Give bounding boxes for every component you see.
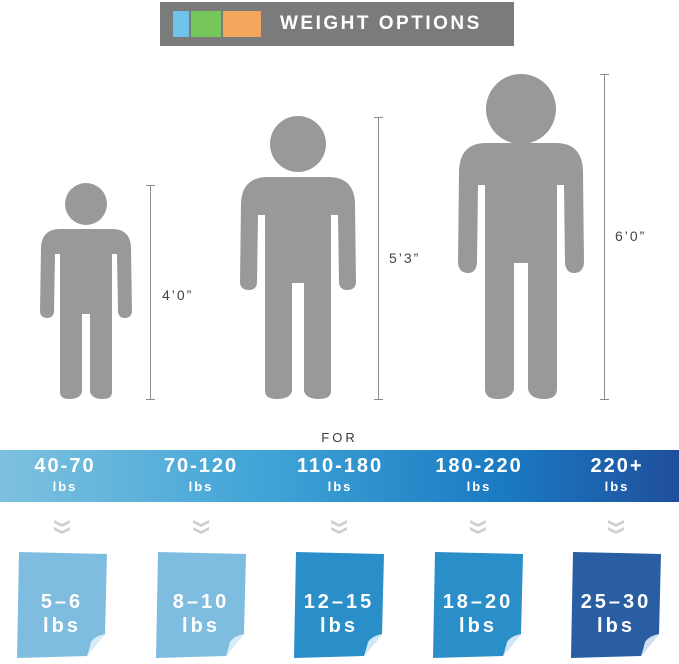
child-figure-icon: [40, 182, 132, 400]
for-label: FOR: [321, 430, 358, 445]
weight-range-band: [0, 450, 679, 502]
adult-height-label: 6’0”: [615, 228, 647, 244]
card-unit: lbs: [459, 615, 497, 637]
curled-card-icon: [294, 552, 384, 658]
range-value: 180-220: [435, 455, 523, 477]
range-180-220: 180-220 lbs: [414, 454, 544, 496]
orange-swatch: [223, 11, 261, 37]
card-value: 12–15: [303, 591, 375, 613]
range-unit: lbs: [327, 479, 353, 494]
weight-card: 25–30 lbs: [569, 550, 663, 660]
child-height-top-tick: [146, 185, 155, 186]
title-bar: [160, 2, 514, 46]
range-40-70: 40-70 lbs: [0, 454, 130, 496]
card-value: 18–20: [442, 591, 514, 613]
child-height-bottom-tick: [146, 399, 155, 400]
range-unit: lbs: [52, 479, 78, 494]
range-unit: lbs: [604, 479, 630, 494]
chevron-down-icon: [467, 519, 489, 540]
adult-height-bottom-tick: [600, 399, 609, 400]
teen-figure-icon: [240, 115, 356, 400]
curled-card-icon: [571, 552, 661, 658]
curled-card-icon: [433, 552, 523, 658]
green-swatch: [191, 11, 221, 37]
weight-card: 8–10 lbs: [154, 550, 248, 660]
card-unit: lbs: [43, 615, 81, 637]
card-unit: lbs: [597, 615, 635, 637]
child-height-line: [150, 185, 151, 400]
curled-card-icon: [17, 552, 107, 658]
teen-height-bottom-tick: [374, 399, 383, 400]
chevron-down-icon: [190, 519, 212, 540]
teen-height-line: [378, 117, 379, 400]
blue-swatch: [173, 11, 189, 37]
chevron-down-icon: [328, 519, 350, 540]
weight-card: 12–15 lbs: [292, 550, 386, 660]
teen-height-top-tick: [374, 117, 383, 118]
page-title: WEIGHT OPTIONS: [280, 13, 482, 34]
card-value: 8–10: [172, 591, 230, 613]
adult-figure-icon: [458, 73, 584, 400]
range-70-120: 70-120 lbs: [136, 454, 266, 496]
teen-height-label: 5’3”: [389, 250, 421, 266]
range-unit: lbs: [466, 479, 492, 494]
card-value: 25–30: [580, 591, 652, 613]
child-height-label: 4’0”: [162, 287, 194, 303]
card-value: 5–6: [40, 591, 84, 613]
range-value: 220+: [590, 455, 644, 477]
chevron-down-icon: [605, 519, 627, 540]
card-unit: lbs: [182, 615, 220, 637]
chevron-down-icon: [51, 519, 73, 540]
weight-card: 18–20 lbs: [431, 550, 525, 660]
range-value: 70-120: [163, 455, 239, 477]
range-value: 110-180: [296, 455, 384, 477]
range-unit: lbs: [188, 479, 214, 494]
range-value: 40-70: [34, 455, 96, 477]
range-220-plus: 220+ lbs: [552, 454, 679, 496]
curled-card-icon: [156, 552, 246, 658]
adult-height-line: [604, 74, 605, 400]
card-unit: lbs: [320, 615, 358, 637]
weight-card: 5–6 lbs: [15, 550, 109, 660]
range-110-180: 110-180 lbs: [275, 454, 405, 496]
adult-height-top-tick: [600, 74, 609, 75]
